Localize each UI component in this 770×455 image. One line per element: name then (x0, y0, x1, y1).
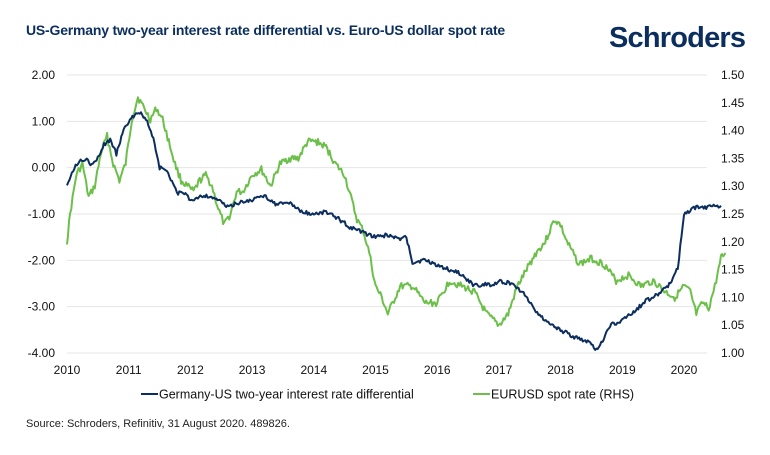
x-tick-label: 2012 (177, 363, 204, 377)
legend-label-eurusd: EURUSD spot rate (RHS) (491, 388, 634, 402)
y-right-tick-label: 1.45 (721, 96, 745, 110)
legend-label-differential: Germany-US two-year interest rate differ… (159, 388, 414, 402)
x-tick-label: 2011 (116, 363, 142, 377)
chart-title: US-Germany two-year interest rate differ… (26, 22, 506, 38)
series-lines (66, 96, 727, 351)
y-right-tick-label: 1.10 (721, 290, 745, 304)
y-left-tick-label: -3.00 (28, 300, 56, 314)
gridlines (67, 74, 707, 354)
y-right-tick-label: 1.05 (721, 318, 745, 332)
schroders-logo: Schroders (609, 22, 746, 54)
x-tick-label: 2018 (547, 363, 574, 377)
y-left-tick-label: -4.00 (28, 346, 56, 360)
y-right-tick-label: 1.50 (721, 68, 745, 82)
y-right-tick-label: 1.00 (721, 346, 745, 360)
legend: Germany-US two-year interest rate differ… (141, 388, 634, 402)
x-tick-label: 2013 (239, 363, 266, 377)
y-right-tick-label: 1.40 (721, 124, 745, 138)
y-right-tick-label: 1.25 (721, 207, 745, 221)
x-tick-label: 2017 (486, 363, 513, 377)
y-left-tick-label: 1.00 (32, 114, 56, 128)
y-left-tick-label: 2.00 (32, 68, 56, 82)
y-right-tick-label: 1.35 (721, 151, 745, 165)
y-axis-right: 1.50 1.45 1.40 1.35 1.30 1.25 1.20 1.15 1.10 1.05… (721, 68, 745, 360)
x-tick-label: 2016 (424, 363, 451, 377)
x-tick-label: 2010 (54, 363, 81, 377)
y-axis-left: 2.00 1.00 0.00 -1.00 -2.00 -3.00 -4.00 (28, 68, 56, 360)
x-tick-label: 2019 (609, 363, 636, 377)
x-tick-label: 2020 (671, 363, 698, 377)
series-line-differential (66, 111, 722, 351)
y-left-tick-label: -1.00 (28, 207, 56, 221)
x-tick-label: 2015 (362, 363, 389, 377)
source-note: Source: Schroders, Refinitiv, 31 August … (26, 418, 290, 430)
series-line-eurusd (66, 96, 727, 327)
x-axis: 2010 2011 2012 2013 2014 2015 2016 2017 2018 2019… (54, 363, 698, 377)
y-left-tick-label: -2.00 (28, 253, 56, 267)
y-left-tick-label: 0.00 (32, 161, 56, 175)
y-right-tick-label: 1.20 (721, 235, 745, 249)
y-right-tick-label: 1.15 (721, 263, 745, 277)
x-tick-label: 2014 (300, 363, 327, 377)
y-right-tick-label: 1.30 (721, 179, 745, 193)
